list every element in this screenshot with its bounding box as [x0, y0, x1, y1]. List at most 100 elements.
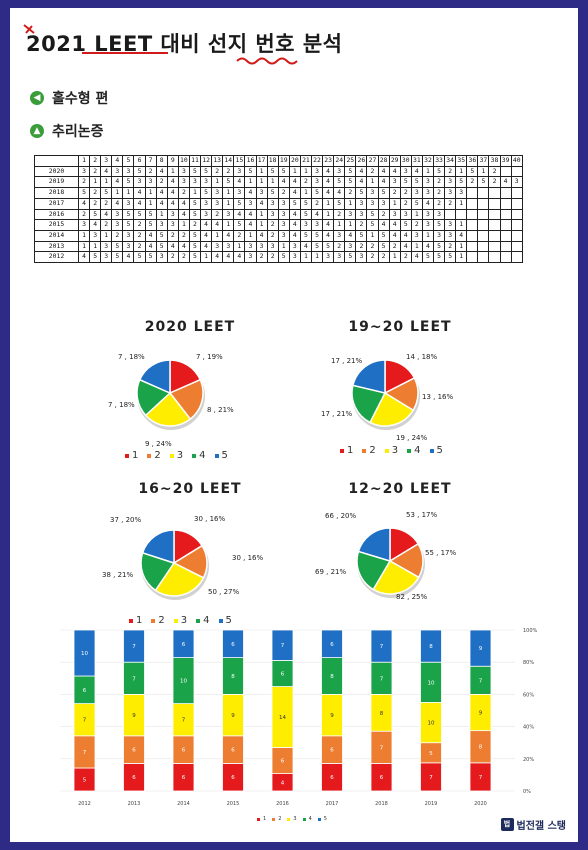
legend-label: 3	[391, 445, 399, 456]
pie-slice-option-4	[356, 550, 392, 591]
legend-swatch	[214, 453, 219, 458]
answer-cell: 4	[177, 240, 190, 253]
legend-swatch	[129, 618, 133, 623]
answer-cell: 3	[444, 229, 457, 242]
answer-cell: 3	[111, 219, 124, 231]
answer-cell: 4	[288, 229, 301, 242]
answer-cell: 4	[377, 176, 390, 189]
pie-chart	[136, 359, 205, 430]
answer-cell: 3	[266, 208, 279, 221]
pie-data-label: 66 , 20%	[325, 512, 357, 520]
question-number-header: 31	[410, 155, 423, 167]
answer-cell: 3	[222, 208, 235, 221]
pie-data-label: 53 , 17%	[406, 511, 438, 519]
answer-cell: 5	[377, 229, 390, 242]
pie-slice-option-3	[144, 391, 192, 427]
pie-title: 2020 LEET	[144, 319, 236, 335]
answer-cell	[499, 219, 512, 231]
bar-data-label: 8	[330, 674, 334, 680]
legend-swatch	[302, 817, 306, 821]
answer-cell: 5	[122, 176, 135, 189]
legend-swatch	[429, 448, 434, 453]
answer-cell: 1	[255, 165, 268, 178]
section-label: 추리논증	[52, 124, 104, 140]
legend-label: 3	[180, 615, 188, 626]
bar-data-label: 6	[281, 759, 285, 765]
answer-cell: 4	[288, 176, 301, 189]
answer-cell: 4	[77, 197, 91, 210]
answer-cell: 3	[166, 219, 179, 231]
answer-cell: 1	[166, 165, 179, 178]
answer-cell: 3	[266, 240, 279, 253]
legend-item: 3	[169, 450, 183, 461]
answer-cell: 3	[421, 219, 435, 231]
bar-data-label: 9	[479, 646, 483, 652]
answer-cell: 2	[399, 251, 412, 264]
y-tick-label: 20%	[523, 757, 534, 763]
legend-item: 4	[192, 450, 206, 461]
answer-cell: 1	[299, 165, 312, 178]
x-category-label: 2018	[375, 801, 388, 807]
answer-cell: 1	[244, 176, 257, 189]
brand-name: 법전갤 스탱	[516, 821, 566, 832]
question-number-header: 12	[200, 155, 213, 167]
answer-cell: 4	[100, 208, 113, 221]
pie-data-label: 38 , 21%	[102, 571, 134, 579]
pie-chart	[140, 529, 209, 600]
answer-cell: 4	[155, 165, 168, 178]
answer-cell: 4	[155, 197, 168, 210]
answer-cell: 5	[188, 197, 202, 210]
pie-slice-option-5	[352, 359, 386, 394]
answer-cell: 1	[155, 208, 168, 221]
bar-data-label: 6	[132, 775, 136, 781]
question-number-header: 40	[510, 155, 523, 167]
x-category-label: 2020	[474, 801, 487, 807]
answer-cell: 2	[432, 176, 446, 189]
answer-cell: 1	[366, 176, 379, 189]
answer-cell: 3	[288, 240, 301, 253]
answer-cell: 5	[188, 165, 202, 178]
answer-cell: 5	[122, 208, 135, 221]
y-tick-label: 100%	[523, 628, 538, 634]
answer-cell: 3	[399, 165, 412, 178]
answer-cell: 2	[344, 187, 357, 199]
legend-item: 2	[362, 445, 376, 456]
legend-item: 4	[196, 615, 210, 626]
answer-cell	[510, 219, 523, 231]
legend-item: 4	[407, 445, 421, 456]
answer-cell: 1	[111, 187, 124, 199]
answer-cell: 5	[122, 219, 135, 231]
legend-swatch	[384, 448, 389, 453]
question-number-header: 23	[322, 155, 335, 167]
year-cell: 2017	[34, 197, 79, 210]
answer-cell: 5	[444, 251, 457, 264]
answer-cell: 1	[455, 219, 468, 231]
answer-cell: 4	[89, 219, 102, 231]
answer-cell: 4	[377, 219, 390, 231]
answer-cell: 3	[255, 240, 268, 253]
year-header	[34, 155, 79, 167]
legend-label: 2	[154, 450, 161, 461]
answer-cell: 2	[177, 229, 190, 242]
legend-item: 3	[173, 615, 188, 626]
legend-item: 1	[257, 816, 266, 822]
pie-data-label: 82 , 25%	[396, 593, 428, 601]
answer-cell: 4	[111, 197, 124, 210]
answer-cell: 1	[322, 197, 335, 210]
bar-segment-option-5	[73, 629, 96, 677]
answer-cell: 2	[266, 251, 279, 264]
pie-data-label: 8 , 21%	[207, 406, 234, 414]
answer-cell: 5	[233, 219, 246, 231]
legend-label: 4	[199, 450, 206, 461]
answer-cell: 1	[410, 208, 423, 221]
answer-cell: 3	[421, 208, 435, 221]
legend-item: 4	[302, 816, 312, 822]
answer-cell: 4	[388, 165, 401, 178]
bar-segment-option-5	[123, 629, 145, 663]
answer-cell: 3	[133, 176, 146, 189]
answer-cell: 1	[188, 187, 202, 199]
answer-cell: 2	[355, 240, 368, 253]
answer-cell: 4	[399, 229, 412, 242]
speaker-icon: ◀	[30, 91, 44, 105]
